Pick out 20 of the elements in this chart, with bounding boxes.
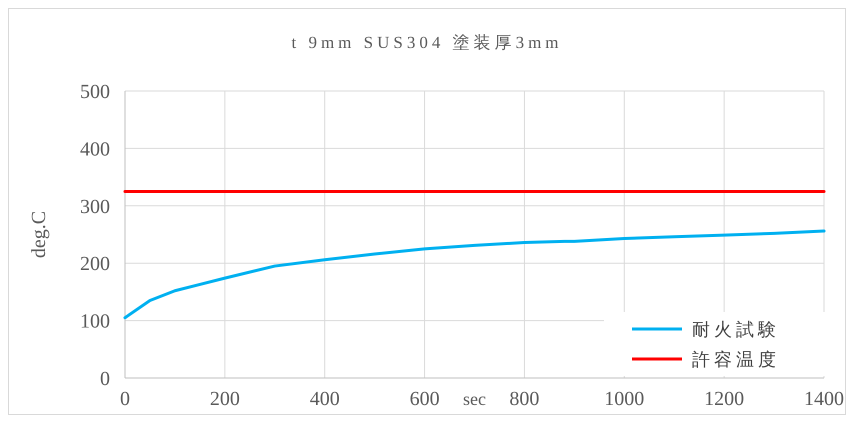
y-tick-label: 400 xyxy=(80,138,110,160)
y-tick-label: 500 xyxy=(80,81,110,103)
line-series xyxy=(124,230,826,320)
x-tick-label: 800 xyxy=(509,388,540,410)
x-tick-label: 1400 xyxy=(804,388,844,410)
y-axis-title: deg.C xyxy=(28,210,50,258)
y-tick-label: 0 xyxy=(100,368,110,390)
legend-label: 耐火試験 xyxy=(692,319,780,340)
x-tick-label: 400 xyxy=(310,388,340,410)
x-tick-label: 1000 xyxy=(604,388,644,410)
x-tick-label: 200 xyxy=(210,388,240,410)
y-tick-label: 200 xyxy=(80,253,110,276)
x-axis-title: sec xyxy=(463,389,486,409)
x-tick-label: 1200 xyxy=(704,388,744,410)
chart-title: t 9mm SUS304 塗装厚3mm xyxy=(291,33,563,52)
y-tick-label: 100 xyxy=(80,310,110,333)
y-tick-label: 300 xyxy=(80,196,110,218)
x-tick-label: 0 xyxy=(120,388,130,410)
legend-label: 許容温度 xyxy=(692,349,780,370)
x-tick-label: 600 xyxy=(410,388,440,410)
